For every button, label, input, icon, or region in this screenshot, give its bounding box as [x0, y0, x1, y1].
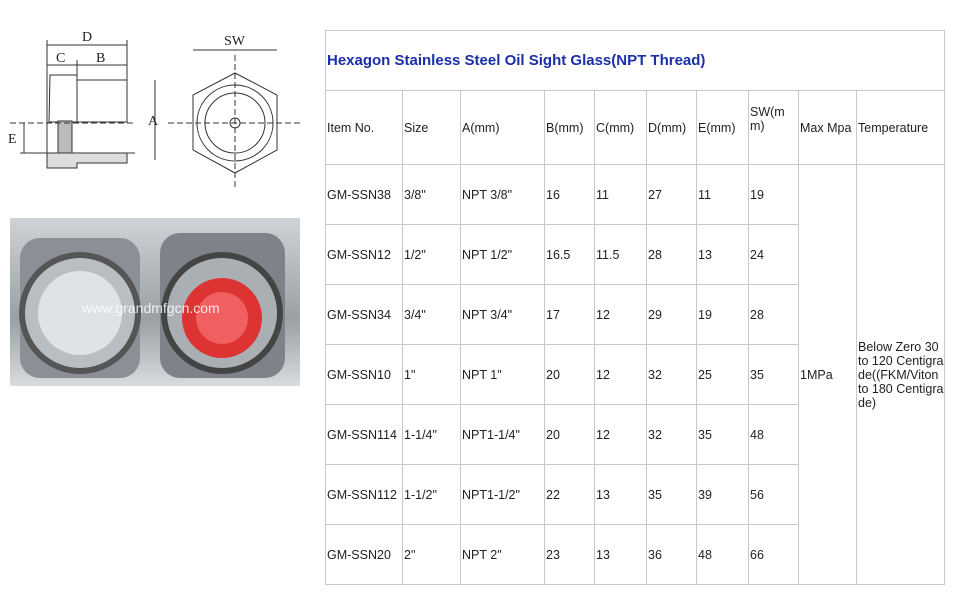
- table-cell: 11: [594, 164, 647, 225]
- table-cell: 13: [696, 224, 749, 285]
- table-cell: 13: [594, 524, 647, 585]
- table-cell: NPT 3/4": [460, 284, 545, 345]
- table-cell: 35: [696, 404, 749, 465]
- table-cell: 12: [594, 404, 647, 465]
- table-cell: 29: [646, 284, 697, 345]
- table-cell: NPT 1/2": [460, 224, 545, 285]
- header-row: Item No. Size A(mm) B(mm) C(mm) D(mm) E(…: [325, 90, 945, 165]
- table-cell: 3/4": [402, 284, 461, 345]
- label-b: B: [96, 51, 105, 66]
- table-cell: 19: [748, 164, 799, 225]
- table-cell: 20: [544, 404, 595, 465]
- table-row: GM-SSN34 3/4" NPT 3/4" 17 12 29 19 28: [325, 284, 945, 345]
- header-cell: Item No.: [325, 90, 403, 165]
- table-cell: 12: [594, 284, 647, 345]
- table-cell: 24: [748, 224, 799, 285]
- temperature-cell: Below Zero 30 to 120 Centigrade((FKM/Vit…: [856, 164, 945, 585]
- table-cell: 1": [402, 344, 461, 405]
- table-cell: 1-1/2": [402, 464, 461, 525]
- label-d: D: [82, 30, 92, 45]
- header-cell: Temperature: [856, 90, 945, 165]
- header-cell: D(mm): [646, 90, 697, 165]
- table-cell: NPT1-1/2": [460, 464, 545, 525]
- table-title: Hexagon Stainless Steel Oil Sight Glass(…: [325, 30, 945, 91]
- table-cell: 11: [696, 164, 749, 225]
- table-cell: 17: [544, 284, 595, 345]
- table-row: GM-SSN114 1-1/4" NPT1-1/4" 20 12 32 35 48: [325, 404, 945, 465]
- table-cell: 20: [544, 344, 595, 405]
- table-cell: GM-SSN38: [325, 164, 403, 225]
- table-cell: 39: [696, 464, 749, 525]
- table-cell: 16: [544, 164, 595, 225]
- table-cell: 48: [696, 524, 749, 585]
- table-cell: 66: [748, 524, 799, 585]
- table-cell: 1-1/4": [402, 404, 461, 465]
- table-cell: 32: [646, 404, 697, 465]
- header-cell: C(mm): [594, 90, 647, 165]
- table-cell: NPT 1": [460, 344, 545, 405]
- spec-table: Hexagon Stainless Steel Oil Sight Glass(…: [325, 30, 945, 585]
- table-cell: 11.5: [594, 224, 647, 285]
- table-cell: GM-SSN10: [325, 344, 403, 405]
- label-a: A: [148, 114, 159, 129]
- table-cell: 56: [748, 464, 799, 525]
- table-cell: 27: [646, 164, 697, 225]
- header-cell: E(mm): [696, 90, 749, 165]
- table-row: GM-SSN38 3/8" NPT 3/8" 16 11 27 11 19 1MPa Below …: [325, 164, 945, 585]
- table-cell: 48: [748, 404, 799, 465]
- table-cell: 16.5: [544, 224, 595, 285]
- header-cell: SW(mm): [748, 90, 799, 165]
- table-cell: 2": [402, 524, 461, 585]
- table-cell: NPT1-1/4": [460, 404, 545, 465]
- max-mpa-cell: 1MPa: [798, 164, 857, 585]
- table-cell: 28: [646, 224, 697, 285]
- label-c: C: [56, 51, 65, 66]
- table-cell: 23: [544, 524, 595, 585]
- table-cell: GM-SSN114: [325, 404, 403, 465]
- watermark: www.grandmfgcn.com: [82, 300, 220, 316]
- header-cell: Size: [402, 90, 461, 165]
- table-cell: GM-SSN20: [325, 524, 403, 585]
- header-cell: B(mm): [544, 90, 595, 165]
- table-cell: 28: [748, 284, 799, 345]
- table-row: GM-SSN10 1" NPT 1" 20 12 32 25 35: [325, 344, 945, 405]
- table-cell: 22: [544, 464, 595, 525]
- label-sw: SW: [224, 34, 246, 49]
- table-cell: 1/2": [402, 224, 461, 285]
- table-row: GM-SSN20 2" NPT 2" 23 13 36 48 66: [325, 524, 945, 585]
- table-cell: NPT 3/8": [460, 164, 545, 225]
- label-e: E: [8, 132, 17, 147]
- table-cell: NPT 2": [460, 524, 545, 585]
- table-cell: 3/8": [402, 164, 461, 225]
- header-cell: Max Mpa: [798, 90, 857, 165]
- table-cell: 35: [646, 464, 697, 525]
- table-cell: GM-SSN112: [325, 464, 403, 525]
- table-cell: 36: [646, 524, 697, 585]
- table-cell: GM-SSN12: [325, 224, 403, 285]
- table-cell: 35: [748, 344, 799, 405]
- table-cell: 25: [696, 344, 749, 405]
- table-cell: 32: [646, 344, 697, 405]
- table-cell: 13: [594, 464, 647, 525]
- technical-drawing: D C B E A SW: [8, 30, 300, 190]
- table-cell: 12: [594, 344, 647, 405]
- table-row: GM-SSN12 1/2" NPT 1/2" 16.5 11.5 28 13 24: [325, 224, 945, 285]
- header-cell: A(mm): [460, 90, 545, 165]
- table-cell: GM-SSN34: [325, 284, 403, 345]
- table-row: GM-SSN112 1-1/2" NPT1-1/2" 22 13 35 39 56: [325, 464, 945, 525]
- table-cell: 19: [696, 284, 749, 345]
- product-photo: www.grandmfgcn.com: [10, 218, 300, 386]
